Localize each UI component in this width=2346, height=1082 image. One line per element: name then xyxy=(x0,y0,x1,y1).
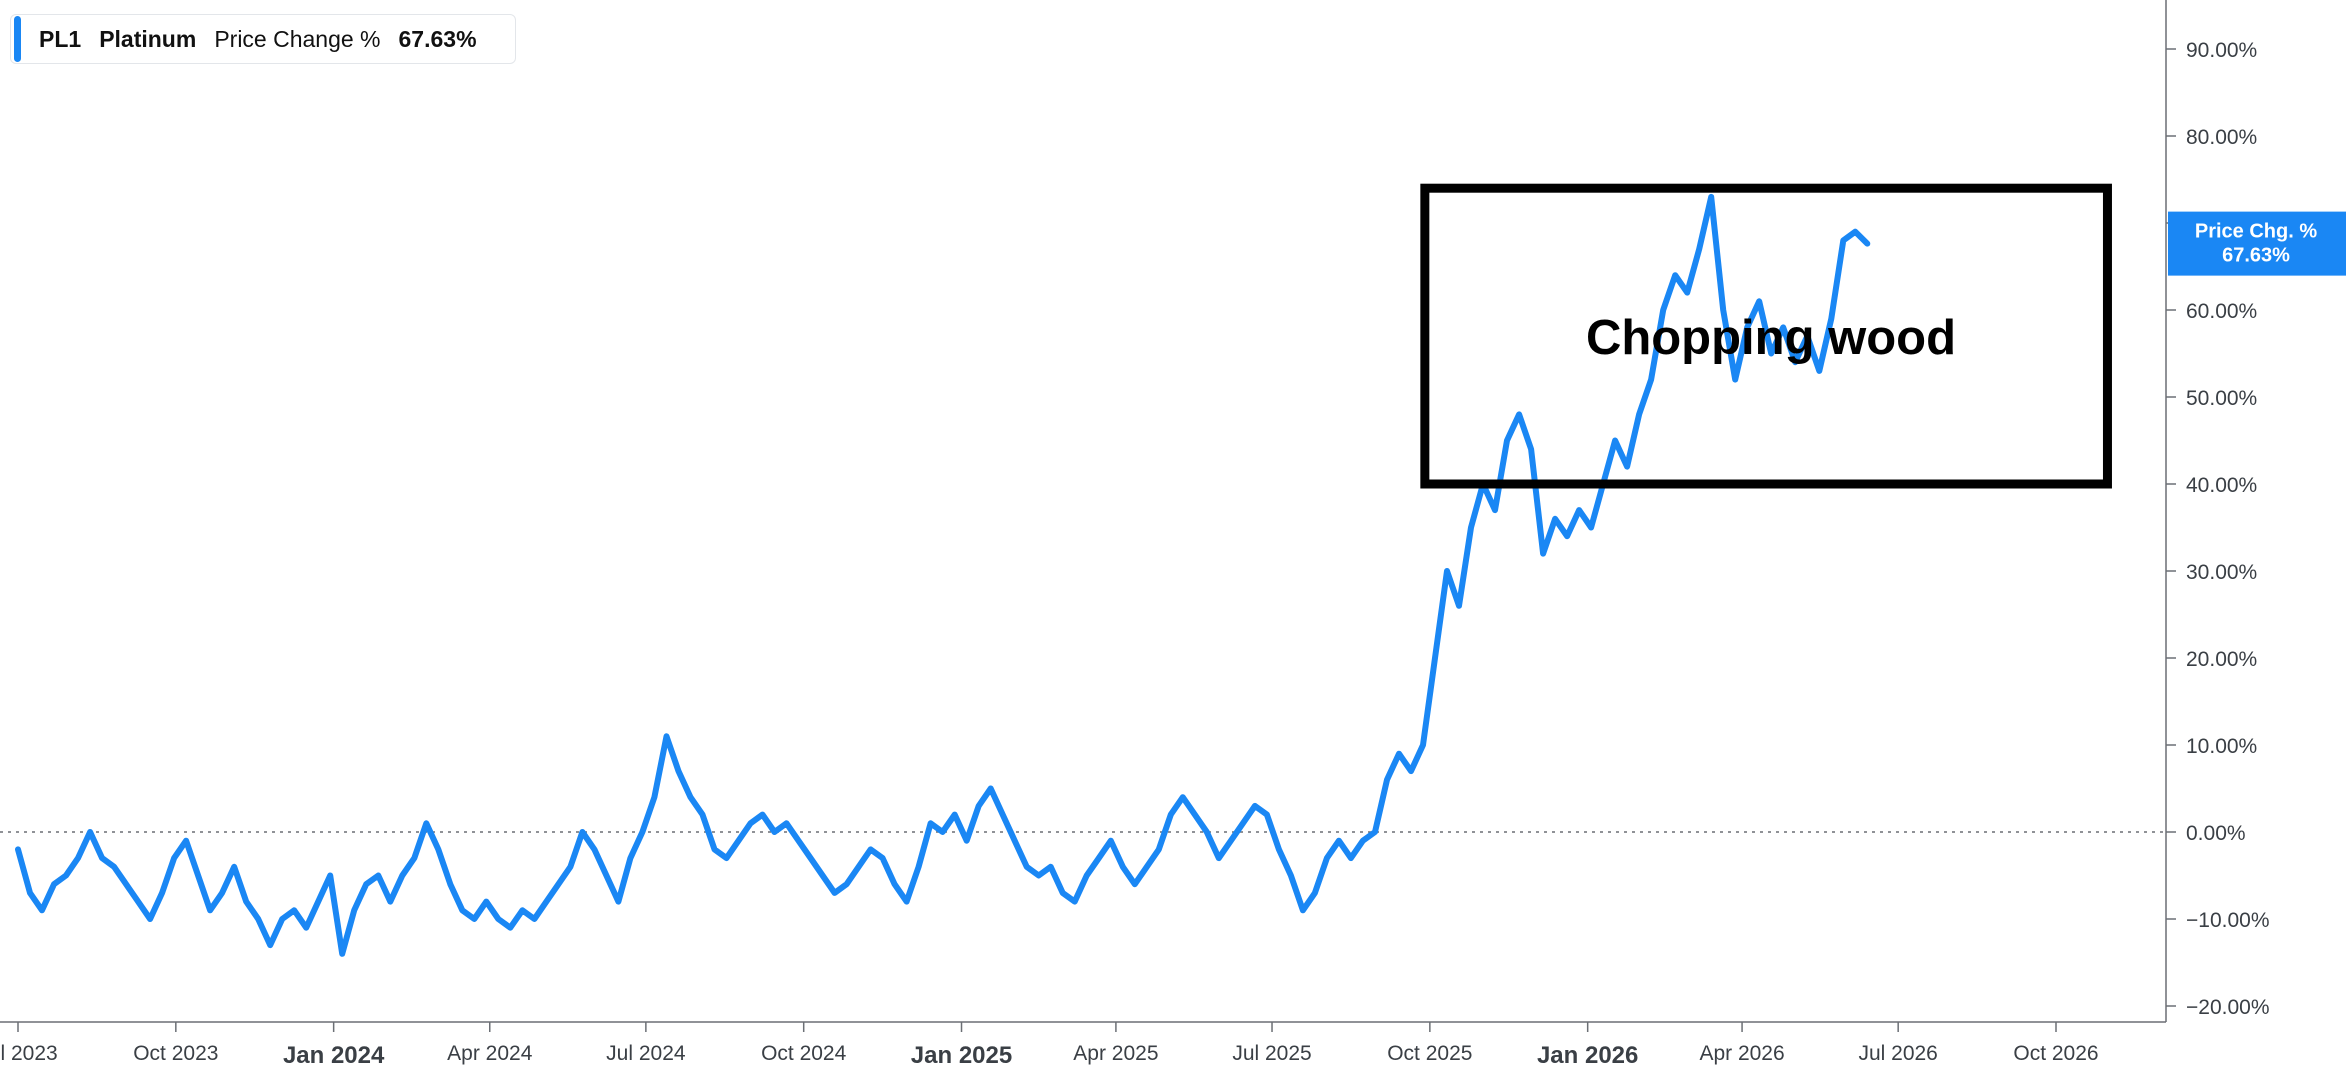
y-tick-label: 60.00% xyxy=(2186,300,2257,323)
legend-value: 67.63% xyxy=(398,25,477,52)
legend[interactable]: PL1 Platinum Price Change % 67.63% xyxy=(10,14,516,64)
annotation-box xyxy=(1420,183,2112,489)
x-tick-label: Jul 2024 xyxy=(606,1042,686,1065)
current-value-badge: Price Chg. % 67.63% xyxy=(2168,211,2346,276)
x-tick-label: Oct 2023 xyxy=(133,1042,218,1065)
series-line-platinum xyxy=(15,193,1871,957)
y-tick-label: 90.00% xyxy=(2186,39,2257,62)
y-tick-label: 40.00% xyxy=(2186,474,2257,497)
legend-series-name: Platinum xyxy=(99,25,197,52)
legend-symbol: PL1 xyxy=(39,25,82,52)
x-tick-label: Apr 2025 xyxy=(1073,1042,1158,1065)
series-swatch xyxy=(14,16,21,62)
y-tick-label: −20.00% xyxy=(2186,996,2270,1019)
y-tick-label: 0.00% xyxy=(2186,822,2246,845)
badge-value: 67.63% xyxy=(2222,245,2290,267)
x-tick-label: Oct 2026 xyxy=(2013,1042,2098,1065)
legend-metric: Price Change % xyxy=(214,25,381,52)
y-tick-label: 50.00% xyxy=(2186,387,2257,410)
x-tick-label: Jan 2024 xyxy=(283,1042,385,1069)
annotation-text: Chopping wood xyxy=(1586,311,1956,365)
x-tick-label: Oct 2024 xyxy=(761,1042,847,1065)
y-tick-label: 80.00% xyxy=(2186,126,2257,149)
x-tick-label: Jan 2026 xyxy=(1537,1042,1638,1069)
x-tick-label: Jan 2025 xyxy=(911,1042,1012,1069)
badge-label: Price Chg. % xyxy=(2195,221,2317,243)
x-tick-label: Jul 2023 xyxy=(0,1042,58,1065)
y-tick-label: −10.00% xyxy=(2186,909,2270,932)
x-tick-label: Apr 2026 xyxy=(1699,1042,1784,1065)
y-tick-label: 10.00% xyxy=(2186,735,2257,758)
x-tick-label: Jul 2026 xyxy=(1858,1042,1937,1065)
x-tick-label: Oct 2025 xyxy=(1387,1042,1472,1065)
y-tick-label: 20.00% xyxy=(2186,648,2257,671)
x-tick-label: Jul 2025 xyxy=(1232,1042,1311,1065)
x-tick-label: Apr 2024 xyxy=(447,1042,533,1065)
y-tick-label: 30.00% xyxy=(2186,561,2257,584)
